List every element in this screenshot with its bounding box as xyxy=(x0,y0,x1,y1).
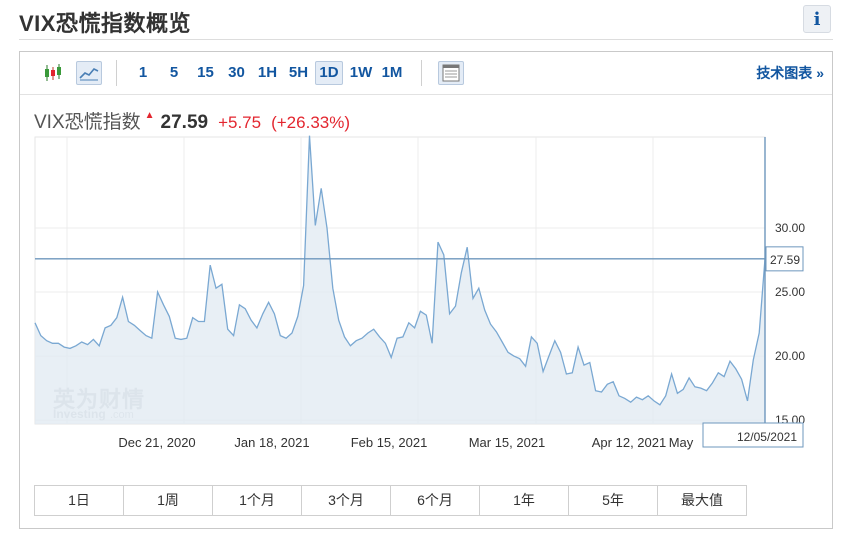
range-1y[interactable]: 1年 xyxy=(480,486,569,515)
x-tick-label: Dec 21, 2020 xyxy=(118,435,195,450)
title-divider xyxy=(19,39,833,40)
instrument-name: VIX恐慌指数 xyxy=(34,112,141,133)
range-max[interactable]: 最大值 xyxy=(681,492,723,508)
advanced-chart-link[interactable]: 技术图表 » xyxy=(756,65,824,81)
interval-15[interactable]: 15 xyxy=(197,64,214,81)
range-3m[interactable]: 3个月 xyxy=(302,486,391,515)
range-1d[interactable]: 1日 xyxy=(35,486,124,515)
toolbar-divider xyxy=(421,60,422,86)
up-arrow-icon: ▲ xyxy=(144,110,155,121)
interval-1d[interactable]: 1D xyxy=(315,61,343,85)
price-chart[interactable]: 15.0020.0025.0030.00英为财情Investing.com27.… xyxy=(20,52,832,482)
interval-5[interactable]: 5 xyxy=(169,64,179,81)
page-title: VIX恐慌指数概览 xyxy=(19,11,191,36)
range-5y[interactable]: 5年 xyxy=(569,486,658,515)
range-1w[interactable]: 1周 xyxy=(124,486,213,515)
y-tick-label: 25.00 xyxy=(775,285,805,299)
candlestick-icon[interactable] xyxy=(40,61,66,85)
current-value-label-box xyxy=(765,246,804,272)
price-change: +5.75 xyxy=(218,113,262,132)
x-tick-label: Jan 18, 2021 xyxy=(234,435,309,450)
x-tick-label: Apr 12, 2021 xyxy=(592,435,666,450)
range-1m[interactable]: 1个月 xyxy=(213,486,302,515)
info-icon[interactable]: i xyxy=(803,5,831,33)
current-date-label-box xyxy=(702,422,804,448)
chart-toolbar: 1 5 15 30 1H 5H 1D 1W 1M 技术图表 » xyxy=(20,52,832,95)
x-tick-label: Feb 15, 2021 xyxy=(351,435,428,450)
area-chart-icon[interactable] xyxy=(76,61,102,85)
y-tick-label: 30.00 xyxy=(775,221,805,235)
interval-1[interactable]: 1 xyxy=(138,64,148,81)
interval-5h[interactable]: 5H xyxy=(288,64,309,81)
x-tick-label: May xyxy=(669,435,694,450)
interval-1m[interactable]: 1M xyxy=(381,64,403,81)
x-tick-label: Mar 15, 2021 xyxy=(469,435,546,450)
series-area-fill xyxy=(35,135,765,424)
interval-30[interactable]: 30 xyxy=(228,64,245,81)
range-tabs: 1日 1周 1个月 3个月 6个月 1年 5年 最大值 xyxy=(34,485,747,516)
range-6m[interactable]: 6个月 xyxy=(391,486,480,515)
last-price: 27.59 xyxy=(160,112,209,133)
quote-line: VIX恐慌指数 ▲ 27.59 +5.75 (+26.33%) xyxy=(34,107,351,133)
chart-widget: 1 5 15 30 1H 5H 1D 1W 1M 技术图表 » VIX恐慌指数 ▲… xyxy=(19,51,833,529)
y-tick-label: 20.00 xyxy=(775,349,805,363)
price-change-percent: (+26.33%) xyxy=(271,113,351,132)
table-view-icon[interactable] xyxy=(438,61,464,85)
series-line xyxy=(34,135,766,406)
interval-1h[interactable]: 1H xyxy=(257,64,278,81)
toolbar-divider xyxy=(116,60,117,86)
interval-1w[interactable]: 1W xyxy=(349,64,373,81)
current-value-label: 27.59 xyxy=(770,253,800,267)
current-date-label: 12/05/2021 xyxy=(737,430,797,444)
